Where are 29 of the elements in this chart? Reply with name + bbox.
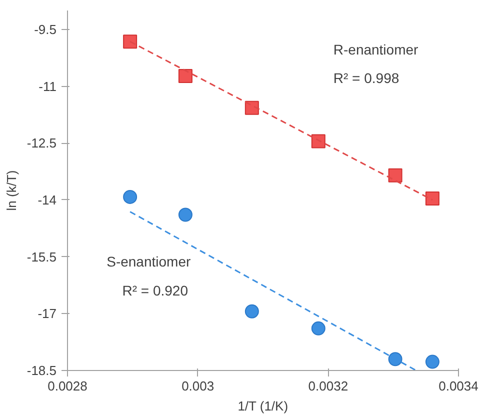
y-tick-label: -12.5 bbox=[26, 136, 57, 151]
x-tick-label: 0.0028 bbox=[48, 378, 88, 394]
y-axis-title: ln (k/T) bbox=[4, 170, 19, 211]
x-axis-title: 1/T (1/K) bbox=[238, 398, 288, 414]
x-tick-label: 0.0034 bbox=[438, 378, 478, 394]
annotation: R² = 0.998 bbox=[333, 70, 400, 86]
point bbox=[311, 321, 326, 336]
x-tick-label: 0.0032 bbox=[308, 378, 348, 394]
y-tick-label: -11 bbox=[38, 78, 57, 94]
point bbox=[123, 34, 138, 49]
y-tick-label: -9.5 bbox=[34, 22, 57, 37]
point bbox=[178, 208, 192, 222]
annotation: R-enantiomer bbox=[333, 41, 419, 58]
y-tick-label: -18.5 bbox=[26, 363, 57, 378]
y-tick-label: -17 bbox=[38, 306, 57, 322]
annotation: S-enantiomer bbox=[106, 254, 191, 270]
point bbox=[425, 191, 440, 206]
point bbox=[178, 69, 192, 84]
y-tick-label: -14 bbox=[38, 192, 57, 208]
point bbox=[123, 190, 138, 204]
point bbox=[244, 304, 259, 318]
point bbox=[388, 168, 402, 182]
point bbox=[244, 100, 259, 115]
y-tick-label: -15.5 bbox=[26, 249, 57, 264]
point bbox=[425, 354, 440, 369]
point bbox=[388, 352, 402, 366]
point bbox=[311, 134, 326, 148]
x-tick-label: 0.003 bbox=[182, 378, 214, 394]
annotation: R² = 0.920 bbox=[122, 282, 188, 298]
